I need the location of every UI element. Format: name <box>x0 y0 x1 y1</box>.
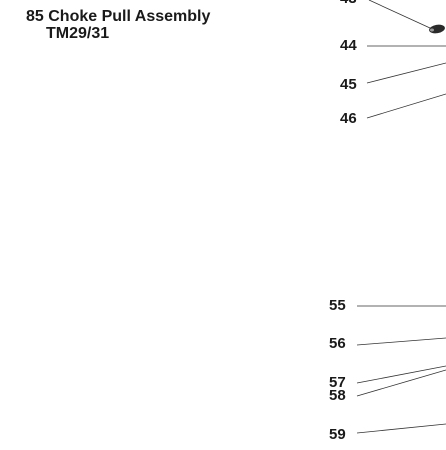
callout-59: 59 <box>329 426 346 443</box>
title-model-number: TM29/31 <box>46 25 110 42</box>
callout-58: 58 <box>329 387 346 404</box>
title-assembly-name: 85 Choke Pull Assembly <box>26 8 211 25</box>
callout-44: 44 <box>340 37 357 54</box>
diagram-title: 85 Choke Pull Assembly TM29/31 <box>26 8 210 42</box>
leader-line-57 <box>356 365 446 384</box>
callout-45: 45 <box>340 76 357 93</box>
leader-line-56 <box>356 337 446 346</box>
choke-pin-part <box>429 24 445 34</box>
leader-line-46 <box>366 93 446 119</box>
callout-43: 43 <box>340 0 357 7</box>
callout-57: 57 <box>329 374 346 391</box>
leader-line-45 <box>366 62 446 84</box>
leader-line-59 <box>356 423 446 434</box>
leader-line-58 <box>356 369 446 397</box>
callout-46: 46 <box>340 110 357 127</box>
leader-line-43 <box>368 0 431 29</box>
callout-55: 55 <box>329 297 346 314</box>
callout-56: 56 <box>329 335 346 352</box>
